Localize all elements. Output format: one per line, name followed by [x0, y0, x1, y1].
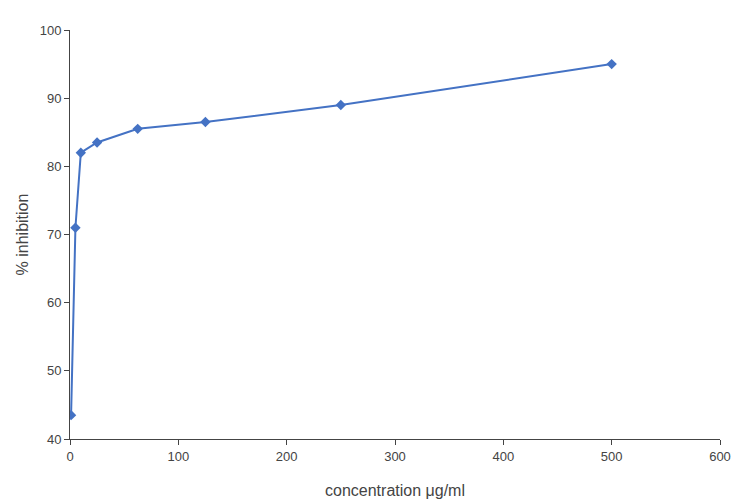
- svg-text:100: 100: [167, 449, 189, 464]
- svg-text:500: 500: [601, 449, 623, 464]
- svg-text:% inhibition: % inhibition: [14, 194, 31, 276]
- svg-text:400: 400: [492, 449, 514, 464]
- svg-text:80: 80: [47, 159, 61, 174]
- svg-text:40: 40: [47, 432, 61, 447]
- svg-text:100: 100: [40, 23, 62, 38]
- svg-text:50: 50: [47, 363, 61, 378]
- svg-text:concentration μg/ml: concentration μg/ml: [325, 482, 465, 499]
- svg-text:600: 600: [709, 449, 731, 464]
- svg-text:200: 200: [276, 449, 298, 464]
- svg-text:300: 300: [384, 449, 406, 464]
- svg-text:70: 70: [47, 227, 61, 242]
- svg-text:0: 0: [66, 449, 73, 464]
- svg-text:60: 60: [47, 295, 61, 310]
- svg-text:90: 90: [47, 91, 61, 106]
